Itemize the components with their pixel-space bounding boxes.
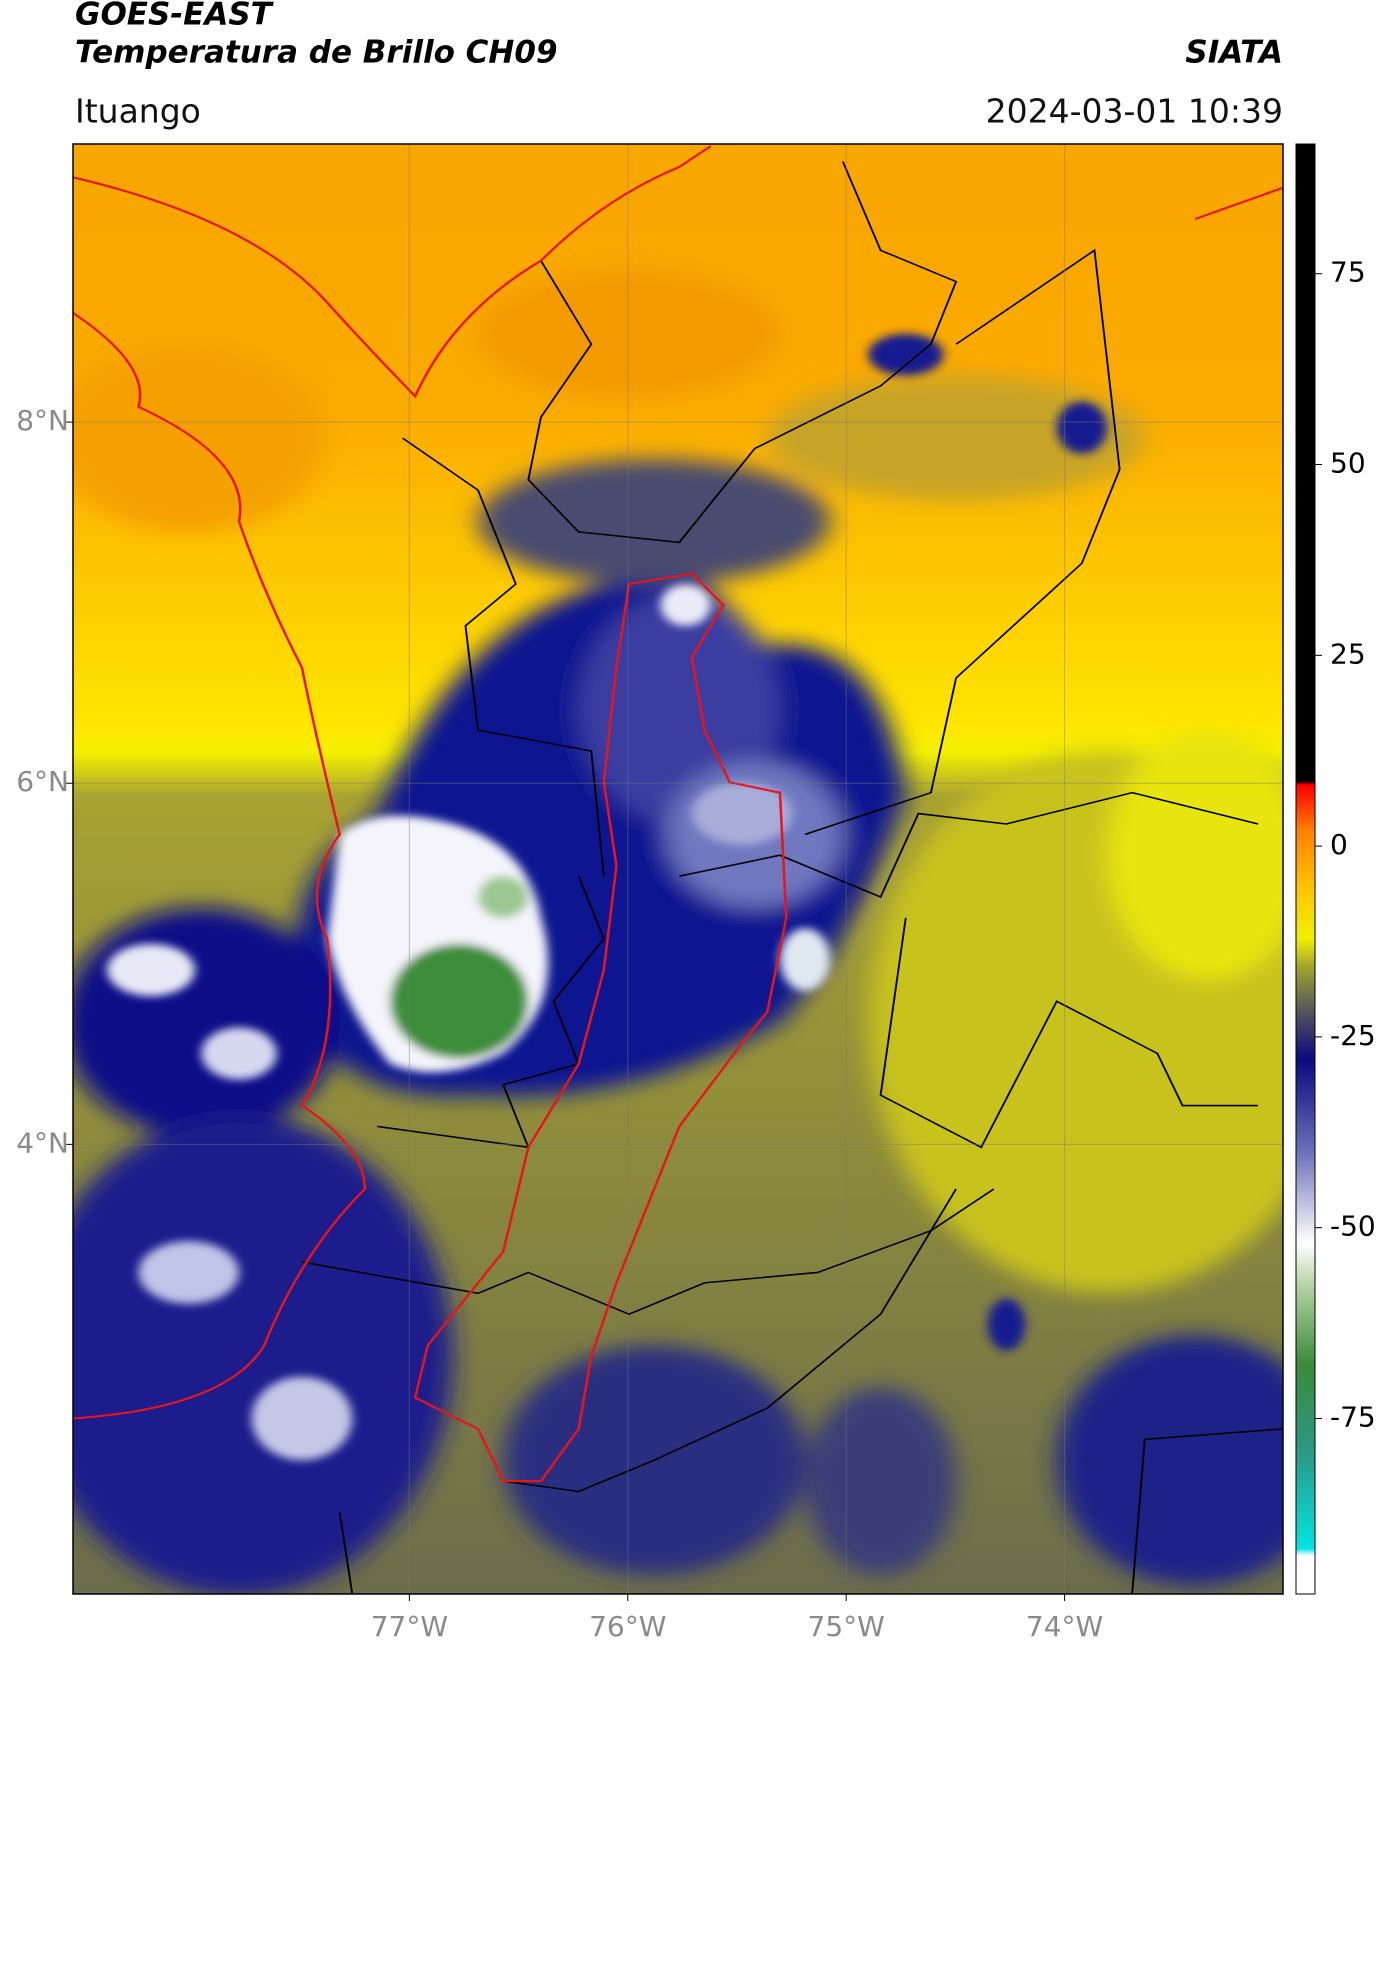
location: Ituango — [75, 92, 201, 131]
brand: SIATA — [1185, 35, 1283, 71]
lat-label: 4°N — [16, 1126, 69, 1159]
colorbar-label: 75 — [1330, 256, 1366, 289]
colorbar — [1295, 143, 1316, 1595]
colorbar-label: -50 — [1330, 1210, 1376, 1243]
satellite-image — [72, 143, 1284, 1594]
colorbar-label: -25 — [1330, 1019, 1376, 1052]
lon-label: 75°W — [808, 1610, 885, 1643]
colorbar-label: -75 — [1330, 1400, 1376, 1433]
colorbar-label: 50 — [1330, 447, 1366, 480]
lat-label: 8°N — [16, 404, 69, 437]
title: GOES-EAST — [75, 0, 275, 33]
colorbar-label: 0 — [1330, 828, 1348, 861]
lat-label: 6°N — [16, 765, 69, 798]
map-frame — [72, 143, 1284, 1595]
subtitle: Temperatura de Brillo CH09 — [75, 35, 558, 71]
lon-label: 77°W — [371, 1610, 448, 1643]
colorbar-label: 25 — [1330, 637, 1366, 670]
graticule — [73, 144, 1283, 1594]
timestamp: 2024-03-01 10:39 — [986, 92, 1283, 131]
lon-label: 76°W — [589, 1610, 666, 1643]
lon-label: 74°W — [1026, 1610, 1103, 1643]
